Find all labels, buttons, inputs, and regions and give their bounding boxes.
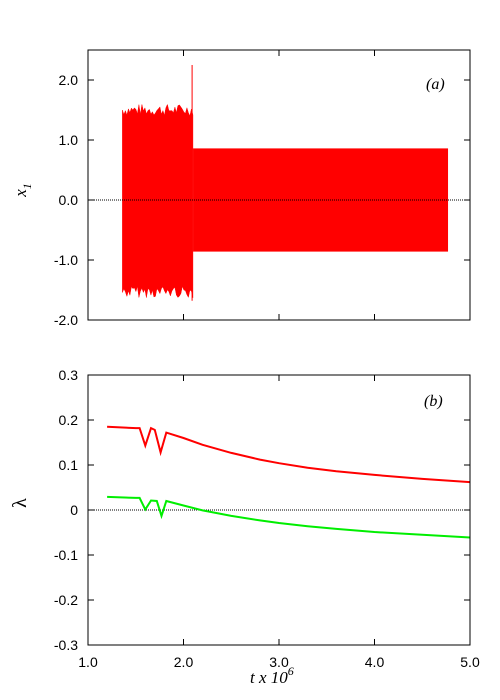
ytick-label: -0.2 xyxy=(54,592,78,608)
panel-a-ticks: -2.0 -1.0 0.0 1.0 2.0 xyxy=(54,50,471,328)
ytick-label: 0 xyxy=(70,502,78,518)
panel-b-xlabel: t x 106 xyxy=(250,664,294,687)
panel-a-ylabel-sub: 1 xyxy=(20,183,34,189)
panel-a-data xyxy=(122,65,449,301)
panel-b-xlabel-exp: 6 xyxy=(288,664,294,678)
xtick-label: 5.0 xyxy=(460,654,480,670)
panel-b-data xyxy=(107,425,471,539)
panel-a-ylabel: x1 xyxy=(11,183,34,198)
xtick-label: 4.0 xyxy=(365,654,385,670)
xtick-label: 2.0 xyxy=(174,654,194,670)
panel-b: -0.3 -0.2 -0.1 0 0.1 0.2 0.3 1.0 2.0 3.0 4.0 5.0 (b… xyxy=(9,367,480,687)
xtick-label: 1.0 xyxy=(78,654,98,670)
ytick-label: 0.1 xyxy=(59,457,79,473)
panel-a: -2.0 -1.0 0.0 1.0 2.0 (a) x1 xyxy=(11,49,471,328)
ytick-label: -0.3 xyxy=(54,637,78,653)
panel-a-ylabel-main: x xyxy=(11,189,30,198)
lyapunov-series-2 xyxy=(107,495,471,539)
panel-b-xlabel-main: t x 10 xyxy=(250,668,288,687)
svg-text:x1: x1 xyxy=(11,183,34,198)
ytick-label: 1.0 xyxy=(59,132,79,148)
xtick-label: 3.0 xyxy=(269,654,289,670)
ytick-label: -0.1 xyxy=(54,547,78,563)
ytick-label: 0.3 xyxy=(59,367,79,383)
panel-b-ticks: -0.3 -0.2 -0.1 0 0.1 0.2 0.3 1.0 2.0 3.0 4.0 5.0 xyxy=(54,367,480,670)
ytick-label: 2.0 xyxy=(59,72,79,88)
ytick-label: -1.0 xyxy=(54,252,78,268)
ytick-label: 0.0 xyxy=(59,192,79,208)
lyapunov-series-1 xyxy=(107,425,471,484)
ytick-label: 0.2 xyxy=(59,412,79,428)
chaotic-band xyxy=(122,103,194,299)
ytick-label: -2.0 xyxy=(54,312,78,328)
panel-b-ylabel: λ xyxy=(9,498,31,508)
panel-b-label: (b) xyxy=(424,393,443,410)
panel-a-label: (a) xyxy=(426,76,445,93)
